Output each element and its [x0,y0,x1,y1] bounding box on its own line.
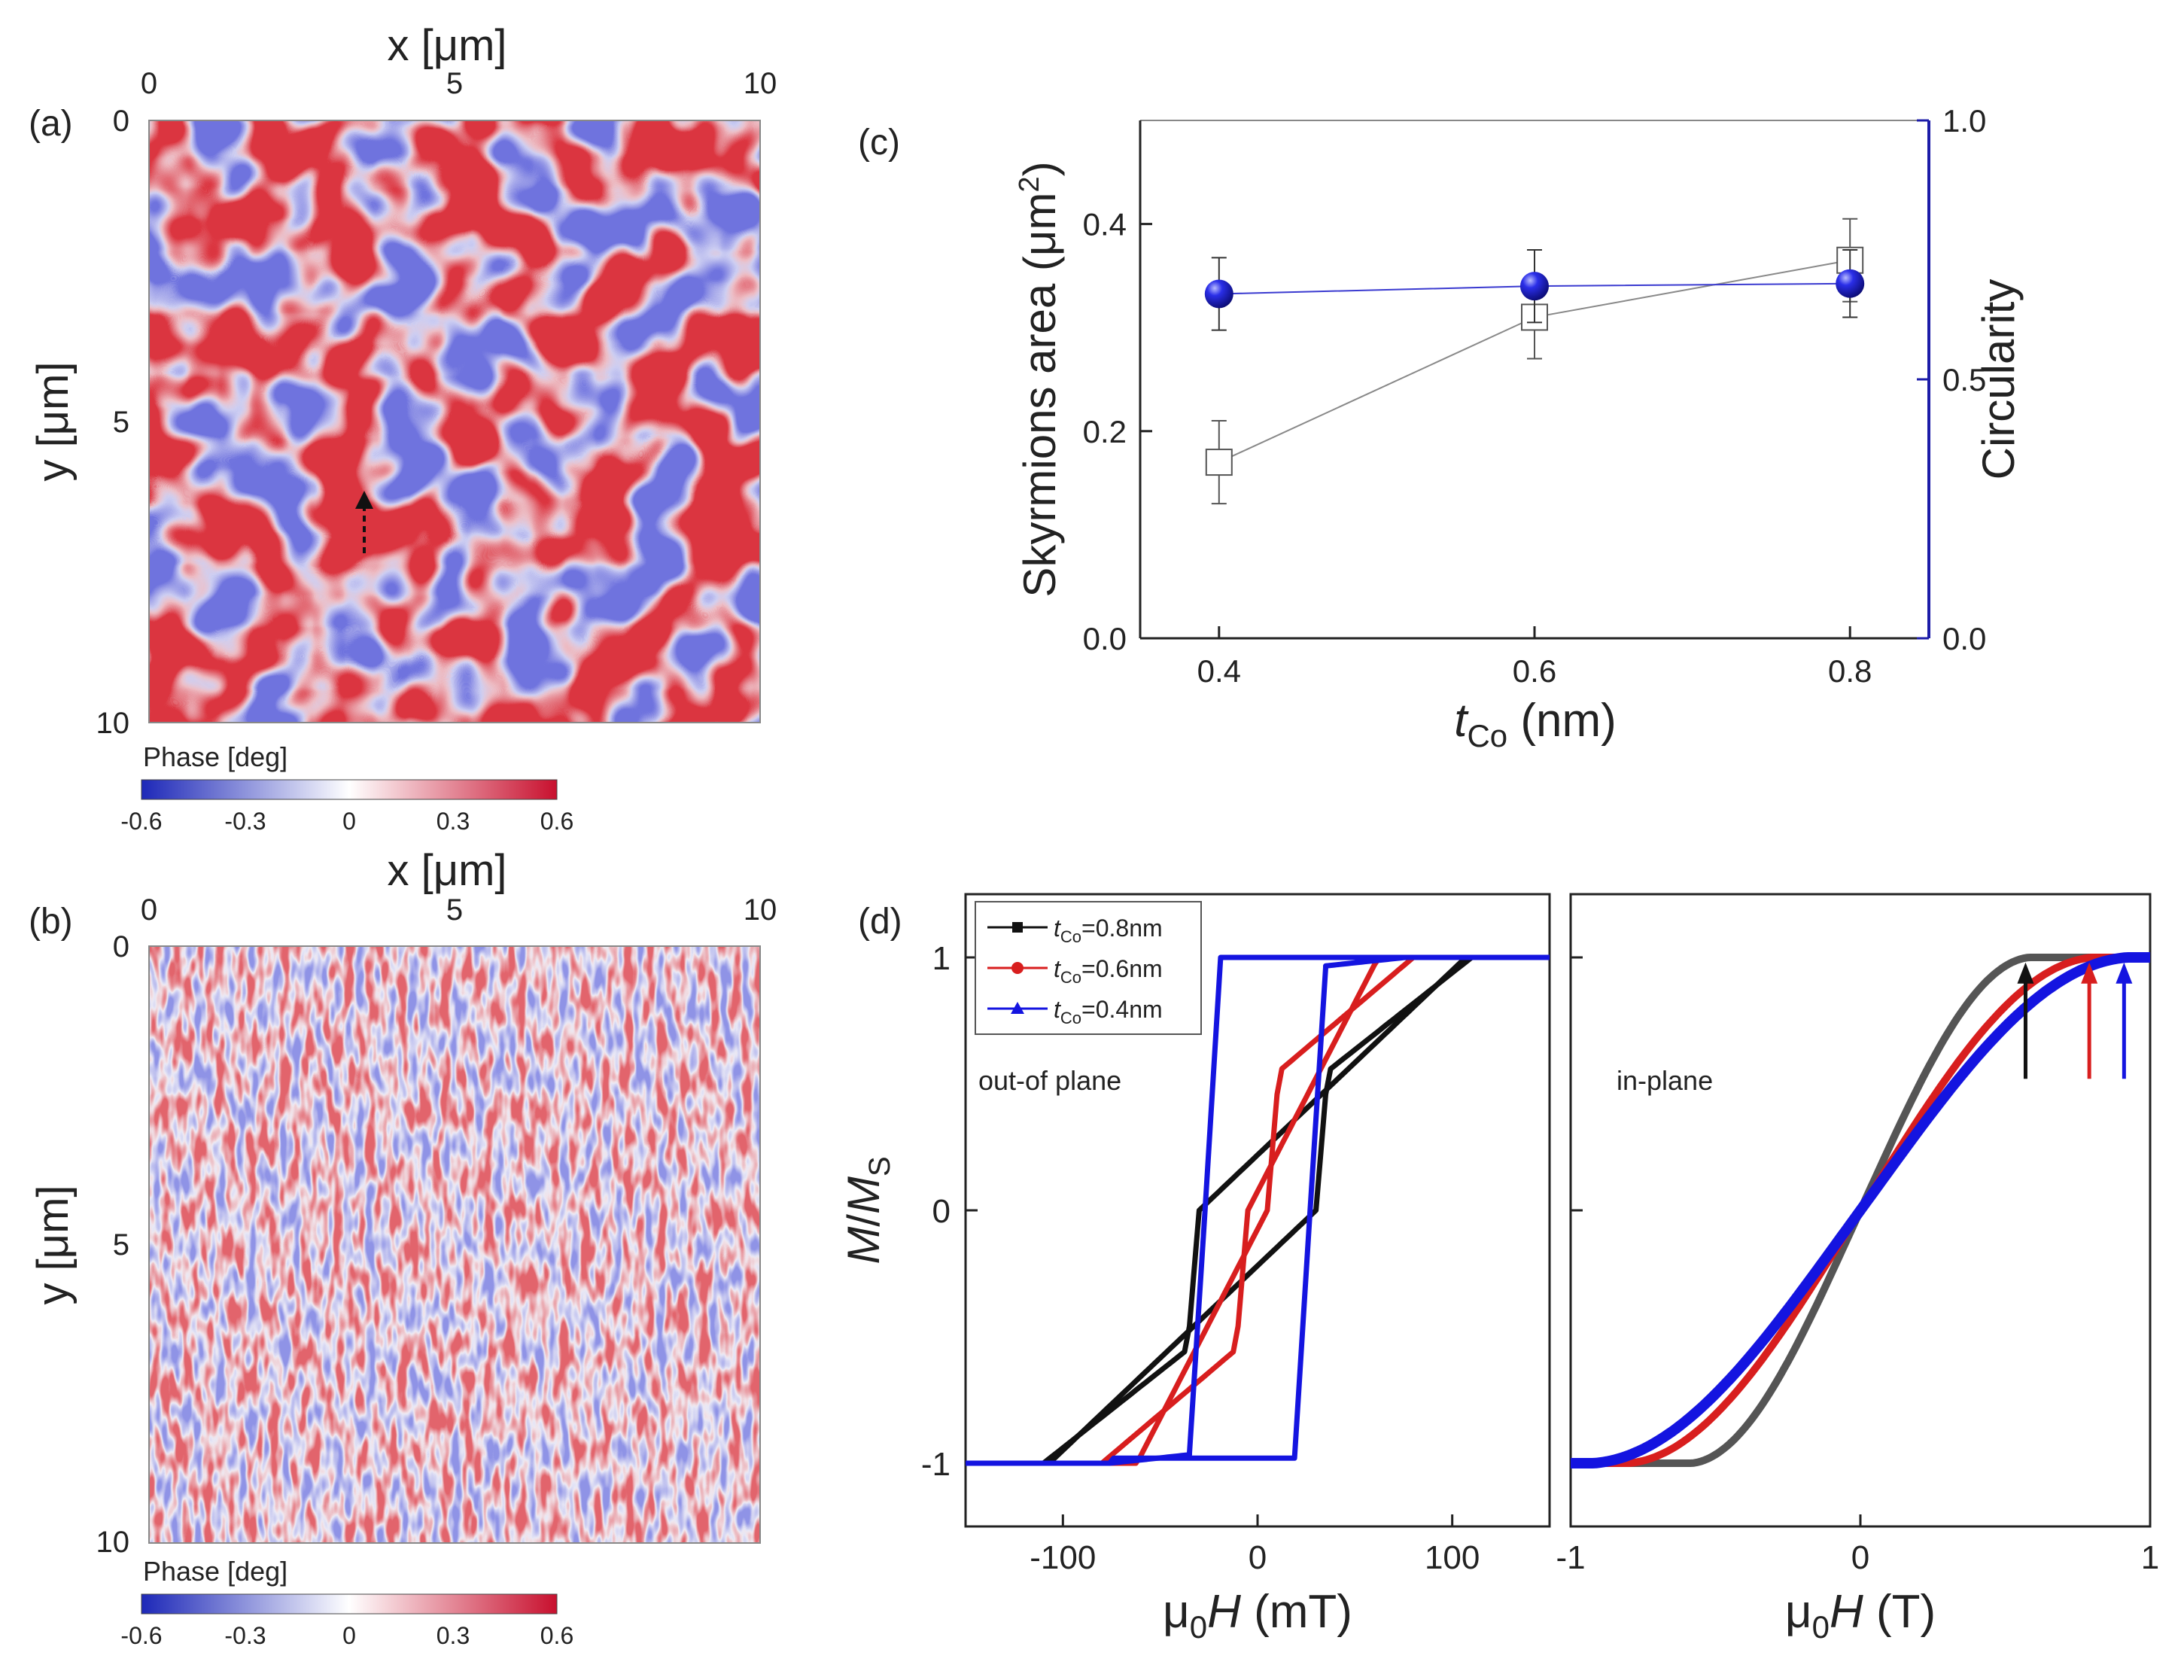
panel-b-cbar-tick-1: -0.3 [224,1622,266,1649]
panel-b-cbar-tick-2: 0 [342,1622,356,1649]
panel-a-label: (a) [29,104,73,144]
panel-a: (a) x [μm] 0 5 10 0 5 10 y [μm] Phase [d… [29,21,777,835]
panel-b-xlabel: x [μm] [387,846,506,895]
panel-d-right-xtick-label: 0 [1851,1539,1869,1576]
panel-d-ytick-label: 1 [932,940,951,977]
circularity-point [1520,272,1549,301]
panel-d-left-xlabel: μ0H (mT) [1163,1586,1352,1645]
panel-a-ytick-0: 0 [113,105,129,138]
oop-loop-descending-0.8 [966,954,1550,1466]
panel-a-ytick-5: 5 [113,406,129,439]
panel-d-right-xtick-label: -1 [1556,1539,1585,1576]
panel-c-ticks: 0.4 0.6 0.8 0.0 0.2 0.4 0.0 0.5 1.0 [1083,103,1987,689]
panel-d-ylabel: M/MS [838,1156,896,1264]
panel-c-ytick-right-label: 0.0 [1942,621,1986,656]
panel-c-marks [1204,218,1865,505]
panel-a-frame [148,120,761,723]
saturation-arrow-head [2081,962,2098,984]
panel-a-cbar-tick-4: 0.6 [540,808,573,835]
panel-b-label: (b) [29,902,73,942]
panel-c-ylabel-right: Circularity [1973,279,2024,480]
legend-entry-1: tCo=0.6nm [1054,955,1163,987]
saturation-arrow-head [2116,962,2133,984]
panel-a-colorbar [141,779,558,800]
legend-swatch-circle [1011,962,1024,974]
panel-c-xtick-label: 0.4 [1197,653,1241,689]
panel-b-colorbar-label: Phase [deg] [143,1556,287,1587]
panel-c-xlabel: tCo (nm) [1454,695,1617,753]
legend-swatch-triangle [1011,1002,1024,1014]
panel-d-right-plot [1568,952,2152,1468]
panel-a-xtick-0: 0 [141,67,157,100]
legend-swatches [987,922,1048,1014]
legend-entry-2: tCo=0.4nm [1054,996,1163,1027]
panel-d-left-xtick-label: 0 [1249,1539,1267,1576]
panel-d-ytick-label: 0 [932,1193,951,1230]
panel-d-left-annotation: out-of plane [978,1065,1121,1096]
panel-d-right-xlabel: μ0H (T) [1785,1586,1936,1645]
panel-c: (c) Skyrmions area (μm2) Circularity tCo… [858,103,2024,753]
panel-d-ticks: -100 0 100 -1 0 1 -1 0 1 [921,940,2159,1576]
panel-c-ytick-left-label: 0.4 [1083,207,1127,242]
panel-c-ytick-left-label: 0.0 [1083,621,1127,656]
panel-d-label: (d) [858,902,902,942]
panel-a-cbar-tick-0: -0.6 [120,808,162,835]
panel-c-ytick-left-label: 0.2 [1083,414,1127,449]
panel-c-xtick-label: 0.6 [1513,653,1556,689]
panel-a-cbar-tick-2: 0 [342,808,356,835]
legend-swatch-square [1012,922,1023,933]
panel-b-colorbar [141,1593,558,1615]
panel-b-stripe-map [149,946,760,1543]
panel-d-right-xtick-label: 1 [2141,1539,2159,1576]
circularity-point [1204,279,1233,309]
panel-d-right-annotation: in-plane [1617,1065,1713,1096]
panel-d-left-plot [966,954,1550,1466]
panel-b-xtick-10: 10 [744,893,777,927]
in-plane-curve-0.4 [1568,952,2152,1468]
panel-a-cbar-tick-1: -0.3 [224,808,266,835]
panel-c-ytick-right-label: 1.0 [1942,103,1986,138]
panel-b: (b) x [μm] 0 5 10 0 5 10 y [μm] Phase [d… [29,846,777,1649]
panel-c-label: (c) [858,123,900,163]
saturation-arrow-head [2017,962,2034,984]
panel-d-ytick-label: -1 [921,1446,951,1483]
panel-a-xlabel: x [μm] [387,21,506,70]
panel-c-ylabel-left: Skyrmions area (μm2) [1014,161,1065,597]
panel-b-frame [148,945,761,1544]
panel-c-xtick-label: 0.8 [1828,653,1872,689]
panel-a-cbar-tick-3: 0.3 [436,808,470,835]
legend-entry-0: tCo=0.8nm [1054,915,1163,946]
panel-b-xtick-5: 5 [446,893,463,927]
panel-a-xtick-5: 5 [446,67,463,100]
panel-d-left-xtick-label: 100 [1425,1539,1480,1576]
panel-b-ytick-5: 5 [113,1228,129,1262]
panel-b-cbar-tick-0: -0.6 [120,1622,162,1649]
panel-b-ylabel: y [μm] [29,1185,78,1304]
panel-a-ytick-10: 10 [96,707,130,740]
panel-b-cbar-tick-4: 0.6 [540,1622,573,1649]
panel-b-ytick-10: 10 [96,1526,130,1559]
panel-a-ylabel: y [μm] [29,361,78,481]
panel-a-arrow-head [355,491,373,509]
oop-loop-descending-0.4 [966,954,1550,1466]
panel-c-ytick-right-label: 0.5 [1942,362,1986,397]
panel-d-legend: tCo=0.8nm tCo=0.6nm tCo=0.4nm [975,901,1202,1035]
circularity-point [1836,269,1865,298]
panel-a-labyrinth-map [149,120,760,723]
area-point [1205,449,1233,476]
panel-a-colorbar-label: Phase [deg] [143,741,287,772]
panel-d-left-xtick-label: -100 [1030,1539,1096,1576]
panel-d: (d) M/MS μ0H (mT) μ0H (T) out-of plane i… [838,893,2159,1645]
panel-a-xtick-10: 10 [744,67,777,100]
panel-b-ytick-0: 0 [113,930,129,963]
panel-b-cbar-tick-3: 0.3 [436,1622,470,1649]
panel-b-xtick-0: 0 [141,893,157,927]
